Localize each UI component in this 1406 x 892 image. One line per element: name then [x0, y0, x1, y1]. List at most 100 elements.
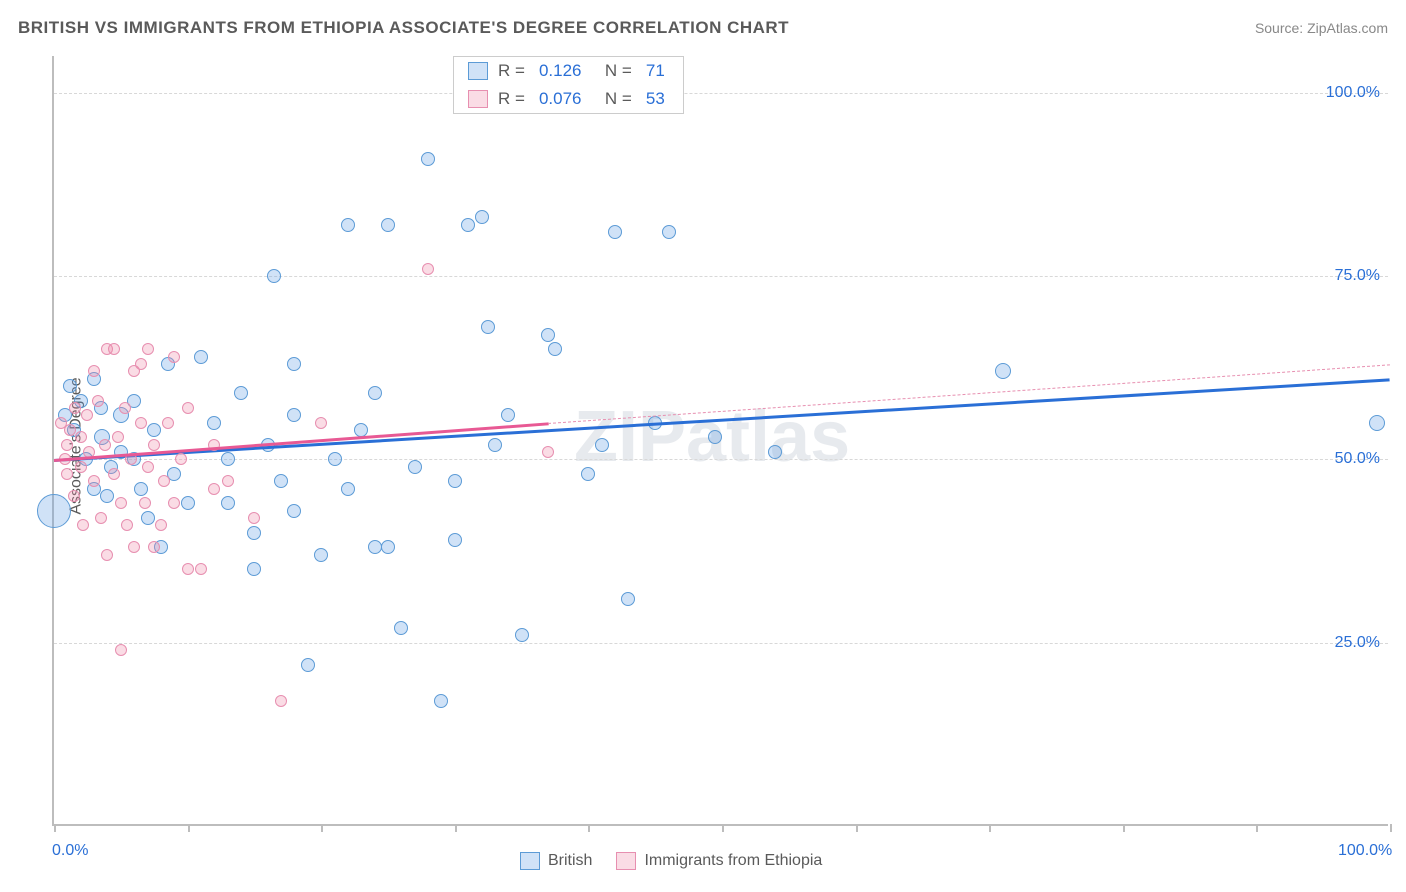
data-point — [194, 350, 208, 364]
data-point — [247, 526, 261, 540]
data-point — [158, 475, 170, 487]
data-point — [221, 496, 235, 510]
data-point — [135, 358, 147, 370]
data-point — [162, 417, 174, 429]
chart-container: BRITISH VS IMMIGRANTS FROM ETHIOPIA ASSO… — [0, 0, 1406, 892]
data-point — [448, 533, 462, 547]
data-point — [95, 512, 107, 524]
legend-swatch — [468, 90, 488, 108]
x-tick — [188, 824, 190, 832]
title-row: BRITISH VS IMMIGRANTS FROM ETHIOPIA ASSO… — [18, 18, 1388, 38]
data-point — [381, 540, 395, 554]
legend-series: British Immigrants from Ethiopia — [520, 852, 822, 870]
y-tick-label: 50.0% — [1335, 450, 1380, 468]
x-tick — [455, 824, 457, 832]
data-point — [141, 511, 155, 525]
chart-title: BRITISH VS IMMIGRANTS FROM ETHIOPIA ASSO… — [18, 18, 789, 38]
legend-swatch — [616, 852, 636, 870]
data-point — [621, 592, 635, 606]
data-point — [147, 423, 161, 437]
data-point — [475, 210, 489, 224]
data-point — [708, 430, 722, 444]
legend-n-label: N = — [595, 89, 631, 109]
data-point — [182, 402, 194, 414]
legend-n-value: 71 — [646, 61, 665, 81]
x-axis-label: 0.0% — [52, 842, 88, 860]
y-tick-label: 100.0% — [1326, 84, 1380, 102]
legend-swatch — [468, 62, 488, 80]
data-point — [63, 379, 77, 393]
data-point — [142, 343, 154, 355]
data-point — [69, 402, 81, 414]
data-point — [108, 343, 120, 355]
legend-item: Immigrants from Ethiopia — [616, 852, 822, 870]
gridline — [54, 459, 1388, 460]
legend-r-value: 0.126 — [539, 61, 582, 81]
data-point — [301, 658, 315, 672]
legend-correlation: R = 0.126 N = 71 R = 0.076 N = 53 — [453, 56, 684, 114]
data-point — [112, 431, 124, 443]
legend-row: R = 0.076 N = 53 — [454, 85, 683, 113]
data-point — [37, 494, 71, 528]
data-point — [501, 408, 515, 422]
plot-area: ZIPatlas 25.0%50.0%75.0%100.0% — [52, 56, 1388, 826]
data-point — [481, 320, 495, 334]
data-point — [287, 408, 301, 422]
data-point — [315, 417, 327, 429]
x-tick — [1256, 824, 1258, 832]
data-point — [515, 628, 529, 642]
trend-line-ext — [548, 364, 1390, 424]
source-label: Source: ZipAtlas.com — [1255, 20, 1388, 36]
data-point — [207, 416, 221, 430]
legend-item: British — [520, 852, 592, 870]
x-tick — [856, 824, 858, 832]
data-point — [100, 489, 114, 503]
legend-n-label: N = — [595, 61, 631, 81]
data-point — [221, 452, 235, 466]
x-tick — [1390, 824, 1392, 832]
gridline — [54, 93, 1388, 94]
legend-swatch — [520, 852, 540, 870]
data-point — [421, 152, 435, 166]
data-point — [394, 621, 408, 635]
data-point — [608, 225, 622, 239]
data-point — [381, 218, 395, 232]
data-point — [92, 395, 104, 407]
data-point — [328, 452, 342, 466]
y-tick-label: 75.0% — [1335, 267, 1380, 285]
data-point — [341, 482, 355, 496]
data-point — [248, 512, 260, 524]
data-point — [541, 328, 555, 342]
data-point — [182, 563, 194, 575]
data-point — [548, 342, 562, 356]
data-point — [222, 475, 234, 487]
data-point — [195, 563, 207, 575]
data-point — [341, 218, 355, 232]
data-point — [155, 519, 167, 531]
data-point — [434, 694, 448, 708]
data-point — [488, 438, 502, 452]
legend-r-value: 0.076 — [539, 89, 582, 109]
x-tick — [989, 824, 991, 832]
y-tick-label: 25.0% — [1335, 634, 1380, 652]
data-point — [61, 468, 73, 480]
data-point — [88, 475, 100, 487]
data-point — [662, 225, 676, 239]
x-tick — [722, 824, 724, 832]
data-point — [1369, 415, 1385, 431]
data-point — [995, 363, 1011, 379]
data-point — [134, 482, 148, 496]
data-point — [448, 474, 462, 488]
data-point — [461, 218, 475, 232]
gridline — [54, 276, 1388, 277]
data-point — [368, 540, 382, 554]
data-point — [234, 386, 248, 400]
data-point — [139, 497, 151, 509]
legend-r-label: R = — [498, 61, 525, 81]
legend-n-value: 53 — [646, 89, 665, 109]
data-point — [61, 439, 73, 451]
data-point — [121, 519, 133, 531]
data-point — [368, 386, 382, 400]
data-point — [168, 497, 180, 509]
legend-r-label: R = — [498, 89, 525, 109]
